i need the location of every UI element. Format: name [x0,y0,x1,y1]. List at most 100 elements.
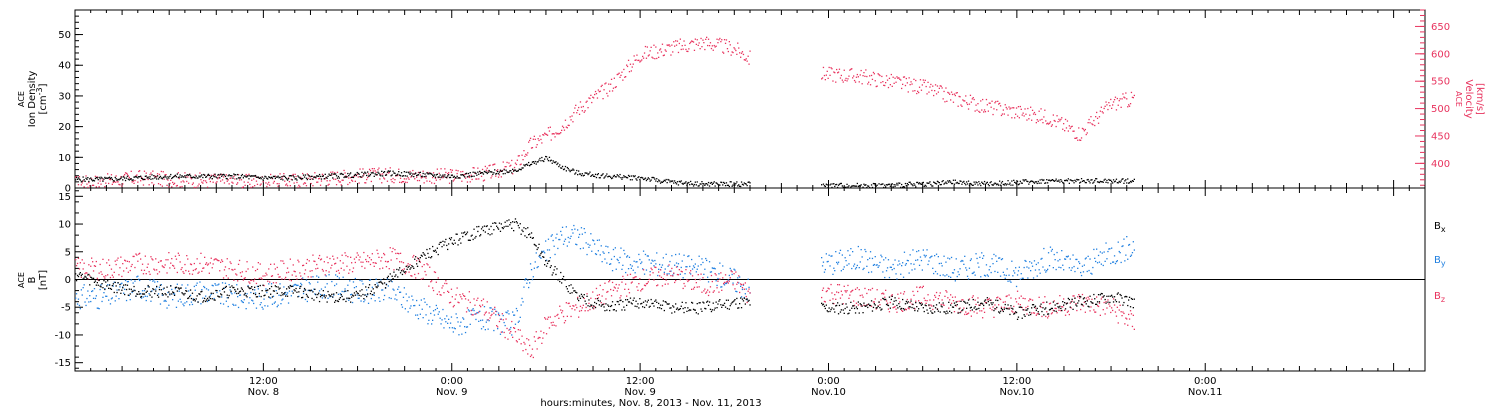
black-point [613,174,615,177]
pink-point [455,169,457,171]
Bz-point [964,313,966,316]
black-point [516,170,518,172]
Bz-point [423,264,425,266]
pink-point [1120,106,1122,108]
By-point [526,282,528,284]
pink-point [678,42,680,45]
pink-point [1037,120,1039,122]
pink-point [730,54,732,56]
pink-point [1104,105,1106,107]
black-point [923,185,925,187]
Bz-point [320,258,323,260]
Bz-point [1064,314,1067,316]
black-point [610,176,612,178]
Bz-point [1101,296,1103,298]
By-point [558,238,560,241]
Bz-point [161,265,163,267]
By-point [541,250,543,252]
pink-point [491,175,493,177]
Bz-point [286,272,288,274]
pink-point [170,179,172,181]
black-point [1003,184,1005,186]
pink-point [830,67,832,69]
Bz-point [676,273,679,276]
black-point [724,185,727,187]
Bz-point [1043,301,1045,304]
pink-point [885,75,888,77]
pink-point [831,68,833,70]
black-point [333,173,335,175]
Bz-point [581,307,583,309]
black-point [581,173,583,175]
By-point [1105,242,1107,244]
black-point [568,169,570,171]
pink-point [864,75,866,77]
pink-point [1033,111,1036,114]
Bz-point [352,267,355,269]
pink-point [608,83,610,85]
By-point [747,278,749,280]
black-point [899,182,901,184]
Bz-point [216,259,218,261]
Bz-point [631,281,633,283]
pink-point [683,40,685,42]
By-point [552,239,554,242]
By-point [547,238,550,240]
Bz-point [718,291,720,293]
black-point [311,175,313,177]
By-point [394,298,396,300]
Bz-point [984,301,987,304]
pink-point [987,110,989,112]
black-point [298,176,300,178]
By-point [1106,258,1108,260]
By-point [436,307,438,309]
pink-point [1070,126,1072,128]
Bx-point [314,288,316,290]
Bz-point [746,301,748,304]
black-point [135,175,137,178]
black-point [221,175,223,177]
By-point [844,257,846,259]
pink-point [363,174,365,176]
pink-point [615,86,617,88]
pink-point [247,181,249,183]
By-point [642,268,644,270]
pink-point [934,90,936,92]
Bz-point [396,258,398,260]
black-point [621,178,623,180]
Bz-point [118,274,120,276]
pink-point [653,44,655,46]
pink-point [713,44,715,47]
Bz-point [290,280,292,282]
black-point [560,167,562,169]
black-point [625,176,627,178]
black-point [1039,179,1041,181]
Bx-point [91,277,93,279]
pink-point [1078,127,1080,129]
black-point [190,176,193,179]
pink-point [662,54,664,57]
Bx-point [206,297,209,300]
pink-point [366,178,368,181]
Bz-point [442,285,444,287]
pink-point [125,172,128,174]
black-point [141,178,144,180]
black-point [130,178,132,180]
Bx-point [219,296,221,298]
By-point [366,289,368,291]
By-point [413,305,415,307]
By-point [821,265,824,267]
Bx-point [318,300,321,303]
Bz-point [545,318,547,320]
Bx-point [154,292,156,295]
pink-point [367,176,369,179]
black-point [346,176,348,178]
pink-point [677,51,680,54]
pink-point [929,86,931,88]
black-point [1035,181,1037,183]
Bz-point [398,253,400,255]
By-point [601,261,603,263]
pink-point [141,178,144,181]
black-point [248,178,250,180]
pink-point [823,74,826,77]
